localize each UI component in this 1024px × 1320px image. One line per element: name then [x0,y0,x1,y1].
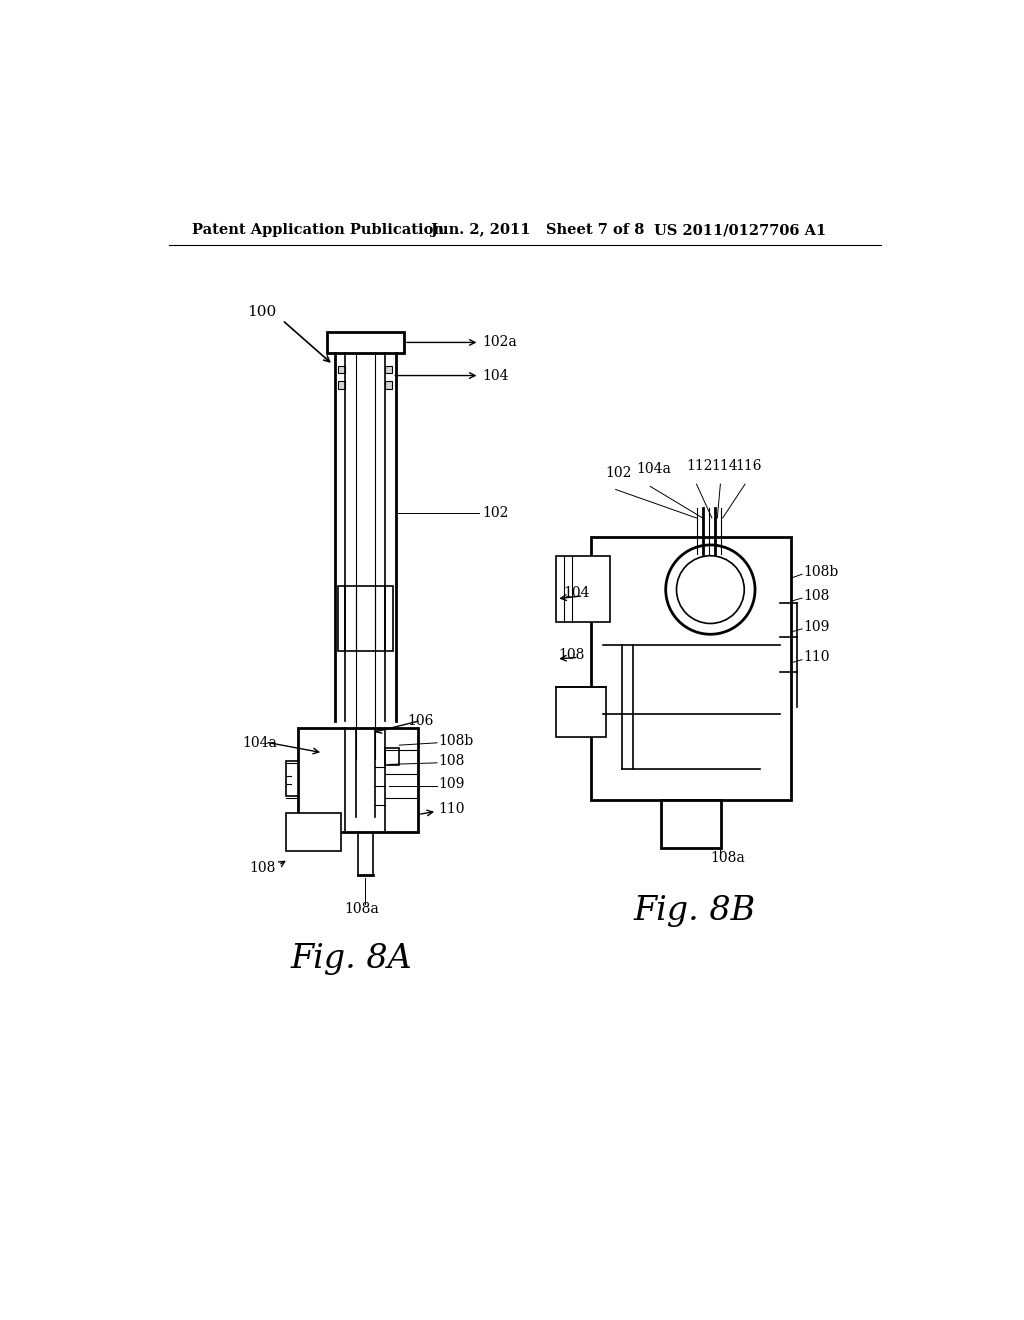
Bar [338,586,393,651]
Bar [385,366,392,374]
Text: 109: 109 [438,776,465,791]
Text: 104: 104 [563,586,590,601]
Bar [591,537,792,800]
Text: 109: 109 [804,619,829,634]
Text: 110: 110 [438,803,465,816]
Bar [662,800,721,847]
Text: 108b: 108b [438,734,474,747]
Text: 104a: 104a [243,737,278,750]
Text: 104: 104 [482,368,509,383]
Text: 108: 108 [559,648,585,663]
Text: 108: 108 [804,589,829,603]
Text: 110: 110 [804,651,830,664]
Text: 112: 112 [686,458,713,473]
Text: Patent Application Publication: Patent Application Publication [193,223,444,238]
Bar [556,557,610,622]
Bar [286,762,298,796]
Bar [327,331,403,354]
Text: Jun. 2, 2011   Sheet 7 of 8: Jun. 2, 2011 Sheet 7 of 8 [431,223,644,238]
Text: 102: 102 [605,466,632,480]
Text: 102: 102 [482,506,509,520]
Bar [298,729,418,832]
Text: 102a: 102a [482,335,517,350]
Text: 106: 106 [408,714,434,729]
Text: Fig. 8A: Fig. 8A [291,944,413,975]
Text: Fig. 8B: Fig. 8B [634,895,756,928]
Text: US 2011/0127706 A1: US 2011/0127706 A1 [654,223,826,238]
Text: 108a: 108a [344,902,379,916]
Circle shape [666,545,755,635]
Bar [339,366,345,374]
Text: 108b: 108b [804,565,839,579]
Bar [286,813,341,851]
Text: 108a: 108a [711,850,745,865]
Text: 104a: 104a [637,462,672,475]
Text: 108: 108 [438,754,465,767]
Bar [556,688,606,738]
Bar [385,381,392,388]
Text: 108: 108 [250,862,276,875]
Text: 116: 116 [736,458,762,473]
Bar [339,381,345,388]
Text: 114: 114 [711,458,737,473]
Bar [385,748,399,766]
Text: 100: 100 [247,305,276,319]
